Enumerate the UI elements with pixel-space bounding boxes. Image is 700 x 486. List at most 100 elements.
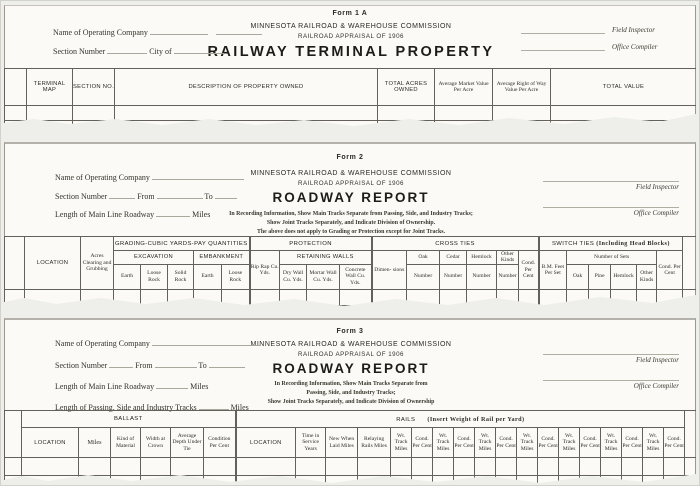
empty-cell <box>377 105 435 121</box>
col-cond-per-cent: Cond. Per Cent <box>663 427 686 458</box>
appraisal-line: RAILROAD APPRAISAL OF 1906 <box>298 180 404 187</box>
empty-cell <box>516 457 539 476</box>
miles-label: Miles <box>192 210 211 219</box>
empty-cell <box>357 475 392 483</box>
empty-cell <box>140 457 171 476</box>
field-inspector-label: Field Inspector <box>636 183 679 191</box>
col-cond-per-cent: Cond. Per Cent <box>579 427 602 458</box>
field-inspector-label: Field Inspector <box>612 26 655 34</box>
empty-cell <box>114 105 378 121</box>
section-from-to-field: Section Number From To <box>55 190 237 201</box>
empty-cell <box>579 457 602 476</box>
empty-cell <box>202 457 237 476</box>
blank-line <box>154 359 197 368</box>
city-label: City of <box>149 47 172 56</box>
col-number: Number <box>406 263 441 290</box>
empty-cell <box>621 457 644 476</box>
empty-cell <box>453 475 476 483</box>
empty-cell <box>370 304 408 306</box>
section-from-to-field: Section Number From To <box>55 359 245 370</box>
from-label: From <box>137 192 155 201</box>
empty-cell <box>4 105 27 121</box>
empty-cell <box>390 475 413 483</box>
col-number: Number <box>439 263 468 290</box>
empty-cell <box>411 475 434 483</box>
empty-cell <box>496 288 520 306</box>
empty-cell <box>113 288 141 306</box>
empty-cell <box>279 288 308 306</box>
empty-cell <box>110 475 141 483</box>
instruction-line: In Recording Information, Show Main Trac… <box>274 381 428 387</box>
blank-line <box>107 45 148 54</box>
empty-cell <box>600 457 623 476</box>
instructions: In Recording Information, Show Main Trac… <box>221 380 481 407</box>
col-location: LOCATION <box>21 427 79 458</box>
miles-label: Miles <box>190 382 209 391</box>
col-loose-rock: Loose Rock <box>140 263 168 290</box>
commission-line: MINNESOTA RAILROAD & WAREHOUSE COMMISSIO… <box>250 170 452 177</box>
col-location: LOCATION <box>24 236 81 290</box>
empty-cell <box>72 120 115 126</box>
signature-line <box>543 200 679 208</box>
instruction-line: Show Joint Tracks Separately, and Indica… <box>266 220 436 227</box>
company-field: Name of Operating Company <box>55 171 244 182</box>
empty-cell <box>295 475 327 483</box>
col-oak: Oak <box>406 250 441 265</box>
subgroup-embankment: EMBANKMENT <box>192 250 251 265</box>
form-number: Form 1 A <box>332 10 368 17</box>
col-solid-rock: Solid Rock <box>167 263 194 290</box>
col-wt-track-miles: Wt. Track Miles <box>516 427 539 458</box>
empty-cell <box>26 120 73 126</box>
blank-line <box>215 26 262 35</box>
col-dry-wall: Dry Wall Cu. Yds. <box>279 263 308 290</box>
form-number: Form 2 <box>336 154 364 161</box>
col-cedar: Cedar <box>439 250 468 265</box>
empty-cell <box>434 105 493 121</box>
empty-cell <box>537 288 568 306</box>
group-cross-ties: CROSS TIES <box>370 236 540 251</box>
empty-cell <box>248 304 281 306</box>
section-label: Section Number <box>55 192 108 201</box>
empty-cell <box>26 105 73 121</box>
empty-cell <box>220 304 251 306</box>
empty-cell <box>306 304 341 306</box>
group-switch-ties: SWITCH TIES (Including Head Blocks) <box>537 236 684 251</box>
group-grading: GRADING-CUBIC YARDS-PAY QUANTITIES <box>112 236 251 251</box>
empty-cell <box>110 457 141 476</box>
instruction-line: The above does not apply to Grading or P… <box>256 229 446 236</box>
col-loose-rock: Loose Rock <box>220 263 251 290</box>
empty-cell <box>492 120 551 126</box>
group-header-row: LOCATION Acres Clearing and Grubbing GRA… <box>4 236 696 290</box>
col-other-kinds: Other Kinds <box>636 263 658 290</box>
empty-cell <box>636 304 658 306</box>
edge-cell <box>4 410 22 458</box>
empty-cell <box>682 304 696 306</box>
col-relaying-rails: Relaying Rails Miles <box>357 427 392 458</box>
page-title: RAILWAY TERMINAL PROPERTY <box>207 44 495 60</box>
office-compiler-label: Office Compiler <box>633 382 679 390</box>
empty-cell <box>636 288 658 306</box>
empty-cell <box>550 120 696 126</box>
empty-cell <box>518 288 540 306</box>
company-label: Name of Operating Company <box>55 173 150 182</box>
main-line-label: Length of Main Line Roadway <box>55 210 155 219</box>
company-field: Name of Operating Company <box>53 26 262 37</box>
empty-cell <box>167 304 194 306</box>
col-cond-per-cent: Cond. Per Cent <box>537 427 560 458</box>
signature-line <box>543 174 679 182</box>
empty-cell <box>621 475 644 483</box>
blank-line <box>156 380 189 389</box>
blank-row <box>4 304 696 306</box>
empty-cell <box>406 304 441 306</box>
empty-cell <box>78 457 111 476</box>
section-label: Section Number <box>55 361 108 370</box>
empty-cell <box>357 457 392 476</box>
col-wt-track-miles: Wt. Track Miles <box>600 427 623 458</box>
col-hemlock: Hemlock <box>466 250 498 265</box>
form-number: Form 3 <box>336 328 364 335</box>
col-rip-rap: Rip Rap Cu. Yds. <box>248 250 281 290</box>
empty-cell <box>610 288 638 306</box>
col-cond-per-cent: Cond. Per Cent <box>411 427 434 458</box>
empty-cell <box>588 288 612 306</box>
col-number: Number <box>466 263 498 290</box>
